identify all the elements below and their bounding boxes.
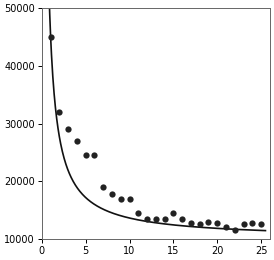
Point [57,110,62,114]
Point [145,217,149,221]
Point [136,211,141,215]
Point [101,185,105,189]
Point [92,153,97,157]
Point [215,221,219,225]
Point [171,211,176,215]
Point [241,222,246,226]
Point [224,225,228,229]
Point [206,219,211,224]
Point [250,221,255,225]
Point [66,127,70,131]
Point [154,217,158,221]
Point [189,221,193,225]
Point [162,217,167,221]
Point [119,197,123,201]
Point [110,192,114,196]
Point [48,35,53,39]
Point [198,222,202,226]
Point [75,139,79,143]
Point [259,222,263,226]
Point [233,228,237,232]
Point [180,217,184,221]
Point [84,153,88,157]
Point [127,197,132,201]
